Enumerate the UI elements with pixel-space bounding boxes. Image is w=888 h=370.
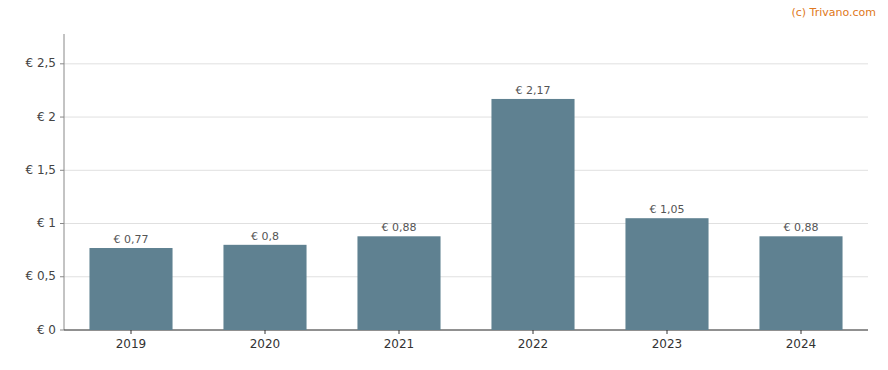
bar [89,248,172,330]
data-labels: € 0,77 € 0,8 € 0,88 € 2,17 € 1,05 € 0,88 [114,84,819,246]
grid-line [64,63,868,64]
bars [89,99,842,330]
x-tick-label: 2024 [786,337,817,351]
bar [223,245,306,330]
y-tick-label: € 1,5 [25,163,56,177]
x-tick [533,330,534,334]
x-tick-label: 2020 [250,337,281,351]
grid-line [64,223,868,224]
y-axis-line [64,34,65,330]
y-tick [60,330,64,331]
y-tick [60,170,64,171]
x-tick [265,330,266,334]
data-label: € 2,17 [516,84,551,97]
axes: € 0 € 0,5 € 1 € 1,5 € 2 € 2,5 2019 2020 2021 2022… [25,34,868,351]
y-tick-label: € 0 [37,323,56,337]
x-tick [399,330,400,334]
grid-line [64,117,868,118]
x-tick [131,330,132,334]
grid-line [64,170,868,171]
bar [491,99,574,330]
y-tick-label: € 1 [37,216,56,230]
x-tick [667,330,668,334]
y-tick [60,63,64,64]
data-label: € 0,8 [251,230,279,243]
grid-line [64,276,868,277]
bar [357,236,440,330]
x-tick-label: 2021 [384,337,415,351]
y-tick [60,276,64,277]
x-axis-line [64,330,868,331]
data-label: € 0,88 [382,221,417,234]
y-tick [60,117,64,118]
chart: € 0 € 0,5 € 1 € 1,5 € 2 € 2,5 2019 2020 2021 2022… [0,0,888,370]
data-label: € 1,05 [650,203,685,216]
data-label: € 0,88 [784,221,819,234]
grid-line [64,330,868,331]
x-tick [801,330,802,334]
x-tick-label: 2023 [652,337,683,351]
grid [64,64,868,330]
bar [759,236,842,330]
y-tick-label: € 2,5 [25,56,56,70]
watermark: (c) Trivano.com [791,6,876,19]
y-tick-label: € 2 [37,110,56,124]
y-tick [60,223,64,224]
data-label: € 0,77 [114,233,149,246]
y-tick-label: € 0,5 [25,269,56,283]
x-tick-label: 2022 [518,337,549,351]
bar [625,218,708,330]
x-tick-label: 2019 [116,337,147,351]
